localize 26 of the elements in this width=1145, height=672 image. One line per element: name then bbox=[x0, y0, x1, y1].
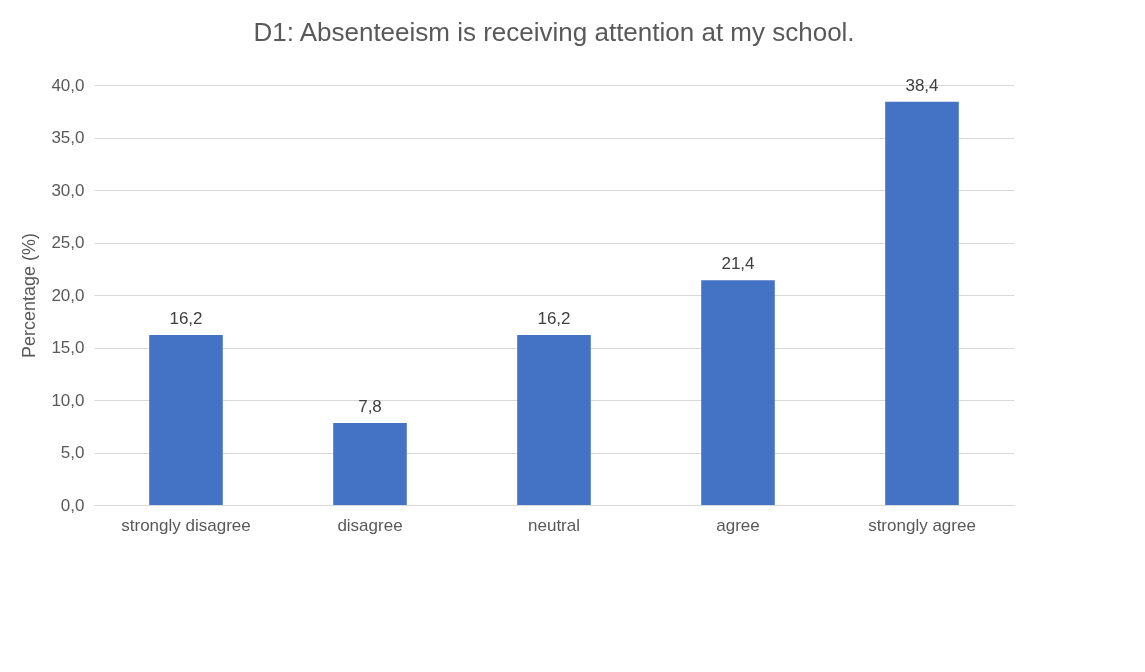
y-tick-label: 5,0 bbox=[60, 443, 85, 462]
x-tick-label: disagree bbox=[337, 515, 403, 535]
y-tick-label: 30,0 bbox=[51, 180, 85, 200]
bar bbox=[517, 334, 591, 505]
y-tick-label: 40,0 bbox=[51, 75, 85, 95]
y-tick-label: 15,0 bbox=[51, 338, 85, 357]
data-label: 38,4 bbox=[905, 75, 939, 95]
y-axis-title: Percentage (%) bbox=[19, 232, 40, 359]
bar bbox=[701, 280, 775, 505]
bar bbox=[149, 334, 223, 505]
chart-title: D1: Absenteeism is receiving attention at my school. bbox=[253, 17, 855, 47]
y-tick-label: 35,0 bbox=[51, 128, 85, 147]
y-tick-label: 10,0 bbox=[51, 390, 85, 410]
x-tick-label: strongly agree bbox=[868, 515, 976, 535]
x-tick-label: strongly disagree bbox=[121, 515, 251, 535]
y-tick-label: 0,0 bbox=[60, 495, 85, 515]
data-label: 21,4 bbox=[721, 254, 755, 274]
data-label: 16,2 bbox=[169, 308, 203, 328]
data-label: 7,8 bbox=[358, 397, 382, 417]
data-label: 16,2 bbox=[537, 308, 571, 328]
bar bbox=[333, 423, 407, 505]
y-tick-label: 20,0 bbox=[51, 285, 85, 305]
y-tick-label: 25,0 bbox=[51, 233, 85, 252]
x-tick-label: neutral bbox=[528, 515, 580, 535]
bar bbox=[885, 101, 959, 505]
x-tick-label: agree bbox=[716, 515, 760, 535]
